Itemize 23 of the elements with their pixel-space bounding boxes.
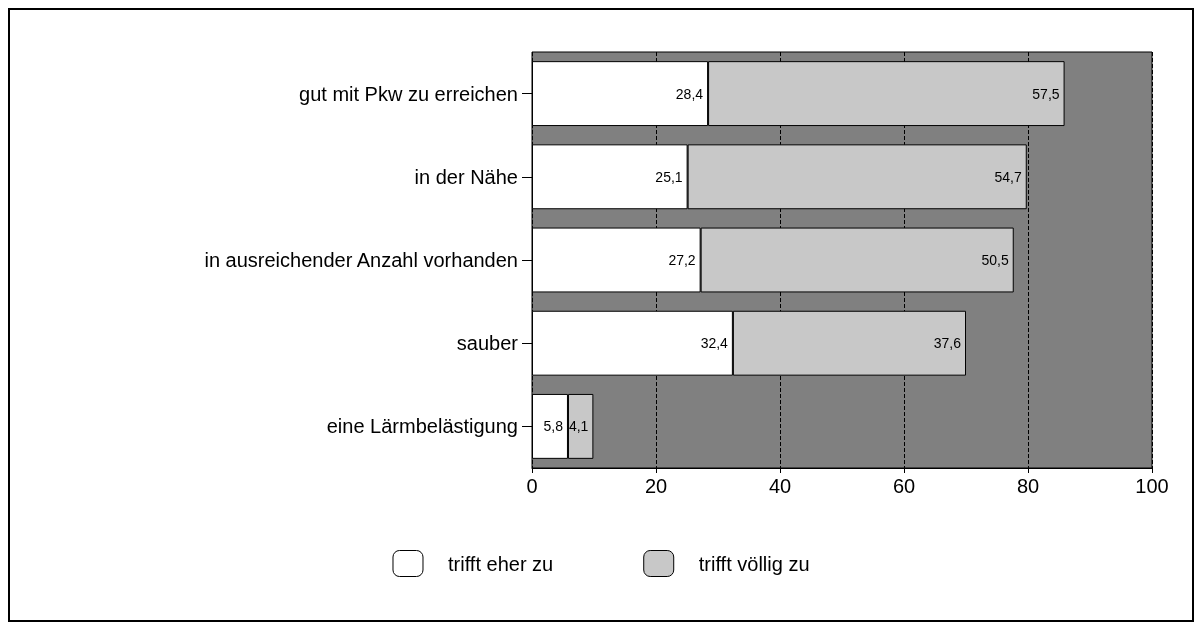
legend-label: trifft völlig zu (698, 552, 810, 575)
data-label: 5,8 (543, 418, 564, 435)
data-label: 37,6 (933, 335, 962, 352)
x-tick-label: 100 (1135, 475, 1169, 497)
data-label: 25,1 (655, 168, 683, 185)
x-tick-label: 80 (1016, 475, 1040, 497)
y-tick-label: in ausreichender Anzahl vorhanden (204, 249, 518, 271)
data-label: 4,1 (568, 418, 589, 435)
y-tick-label: eine Lärmbelästigung (326, 415, 518, 438)
x-tick-label: 40 (768, 475, 792, 497)
data-label: 54,7 (994, 168, 1022, 185)
data-label: 27,2 (668, 252, 696, 268)
data-label: 32,4 (700, 335, 729, 352)
data-label: 57,5 (1032, 85, 1060, 102)
y-tick-label: gut mit Pkw zu erreichen (299, 82, 518, 105)
legend-label: trifft eher zu (447, 552, 554, 575)
x-tick-label: 20 (644, 475, 668, 497)
data-label: 28,4 (675, 85, 704, 102)
x-tick-label: 0 (526, 475, 538, 497)
x-tick-label: 60 (892, 475, 916, 497)
data-label: 50,5 (981, 252, 1009, 268)
y-tick-label: in der Nähe (414, 165, 518, 188)
y-tick-label: sauber (456, 332, 519, 355)
